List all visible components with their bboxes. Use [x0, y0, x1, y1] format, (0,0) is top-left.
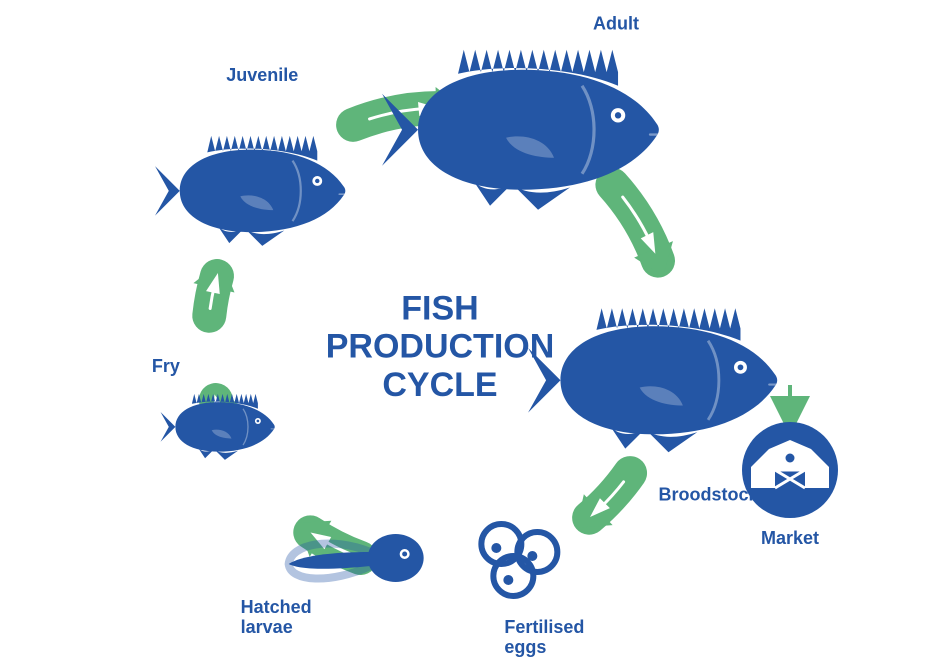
center-title: FISHPRODUCTIONCYCLE [326, 290, 555, 404]
eggs-label: Fertilisedeggs [504, 617, 584, 657]
juvenile-label: Juvenile [226, 65, 298, 85]
stage-juvenile: Juvenile [155, 65, 346, 246]
fry-icon [161, 394, 276, 460]
market-branch: Market [742, 385, 838, 548]
broodstock-label: Broodstock [658, 484, 759, 504]
eggs-icon [481, 524, 557, 596]
stage-broodstock: Broodstock [528, 308, 778, 504]
broodstock-icon [528, 308, 778, 452]
adult-label: Adult [593, 14, 639, 34]
larvae-label: Hatchedlarvae [241, 597, 312, 637]
stage-fry: Fry [152, 356, 275, 460]
market-label: Market [761, 528, 819, 548]
juvenile-icon [155, 136, 346, 246]
fry-label: Fry [152, 356, 180, 376]
stage-eggs: Fertilisedeggs [481, 524, 584, 657]
title-text: FISHPRODUCTIONCYCLE [326, 290, 555, 404]
